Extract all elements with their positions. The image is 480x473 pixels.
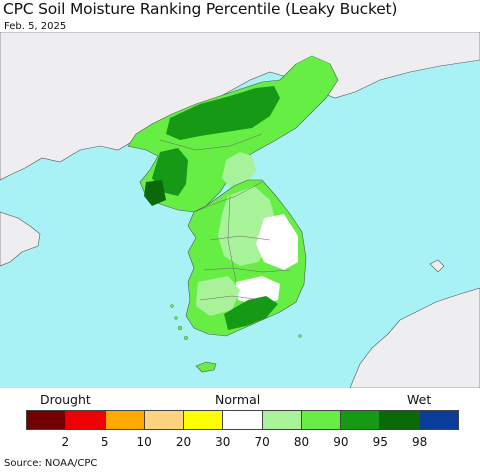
legend-swatch (223, 411, 263, 429)
sk-east-normal (256, 214, 298, 270)
legend-swatch (66, 411, 106, 429)
legend-wet-label: Wet (407, 392, 432, 407)
legend-tick-label: 70 (254, 435, 270, 449)
legend-color-bar (26, 410, 459, 430)
legend-tick-label: 20 (175, 435, 192, 449)
legend-swatch (380, 411, 420, 429)
legend-drought-label: Drought (40, 392, 91, 407)
jeju-island (195, 361, 217, 373)
map-title: CPC Soil Moisture Ranking Percentile (Le… (3, 0, 398, 18)
legend-swatch (419, 411, 458, 429)
legend-tick-label: 80 (293, 435, 310, 449)
legend-normal-label: Normal (215, 392, 261, 407)
north-korea-wet-core (166, 86, 280, 140)
legend-swatch (144, 411, 185, 429)
sk-south-light (196, 276, 240, 316)
legend-tick-label: 2 (61, 435, 70, 449)
legend-swatch (184, 411, 224, 429)
legend-tick-label: 5 (100, 435, 109, 449)
legend-swatch (27, 411, 67, 429)
legend-tick-label: 98 (411, 435, 428, 449)
japan-island (429, 259, 445, 273)
north-korea-very-wet (144, 180, 166, 206)
legend-ticks: 2 5 10 20 30 70 80 90 95 98 (26, 435, 459, 451)
legend-swatch (262, 411, 302, 429)
korea-map (0, 32, 480, 388)
ne-coast (296, 56, 330, 80)
legend-swatch (341, 411, 381, 429)
map-area (0, 32, 480, 388)
legend-tick-label: 90 (333, 435, 349, 449)
japan-honshu (349, 287, 480, 388)
islands (170, 304, 302, 341)
province-lines (159, 133, 291, 301)
legend-swatch (301, 411, 342, 429)
map-date: Feb. 5, 2025 (4, 21, 67, 32)
shandong-peninsula (0, 211, 41, 267)
source-credit: Source: NOAA/CPC (4, 458, 98, 469)
legend-tick-label: 95 (372, 435, 388, 449)
legend-tick-label: 30 (215, 435, 231, 449)
legend-tick-label: 10 (136, 435, 152, 449)
sk-south-wet (224, 296, 278, 330)
legend-swatch (105, 411, 145, 429)
